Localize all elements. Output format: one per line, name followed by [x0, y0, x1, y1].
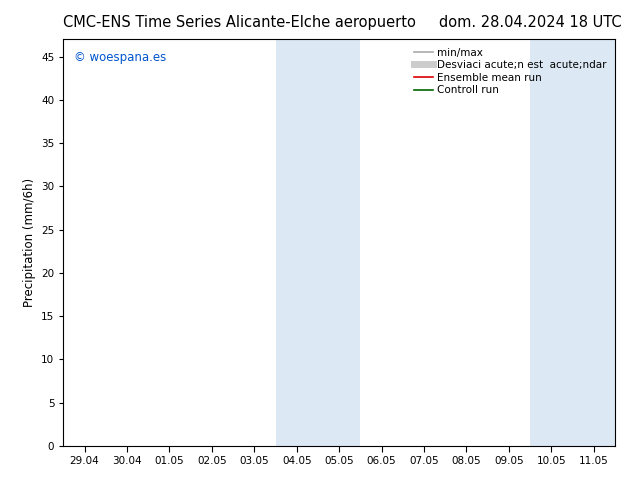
Bar	[530, 39, 634, 446]
Text: © woespana.es: © woespana.es	[74, 51, 167, 64]
Y-axis label: Precipitation (mm/6h): Precipitation (mm/6h)	[23, 178, 36, 307]
Text: dom. 28.04.2024 18 UTC: dom. 28.04.2024 18 UTC	[439, 15, 621, 30]
Bar	[276, 39, 360, 446]
Legend: min/max, Desviaci acute;n est  acute;ndar, Ensemble mean run, Controll run: min/max, Desviaci acute;n est acute;ndar…	[411, 45, 610, 98]
Text: CMC-ENS Time Series Alicante-Elche aeropuerto: CMC-ENS Time Series Alicante-Elche aerop…	[63, 15, 417, 30]
